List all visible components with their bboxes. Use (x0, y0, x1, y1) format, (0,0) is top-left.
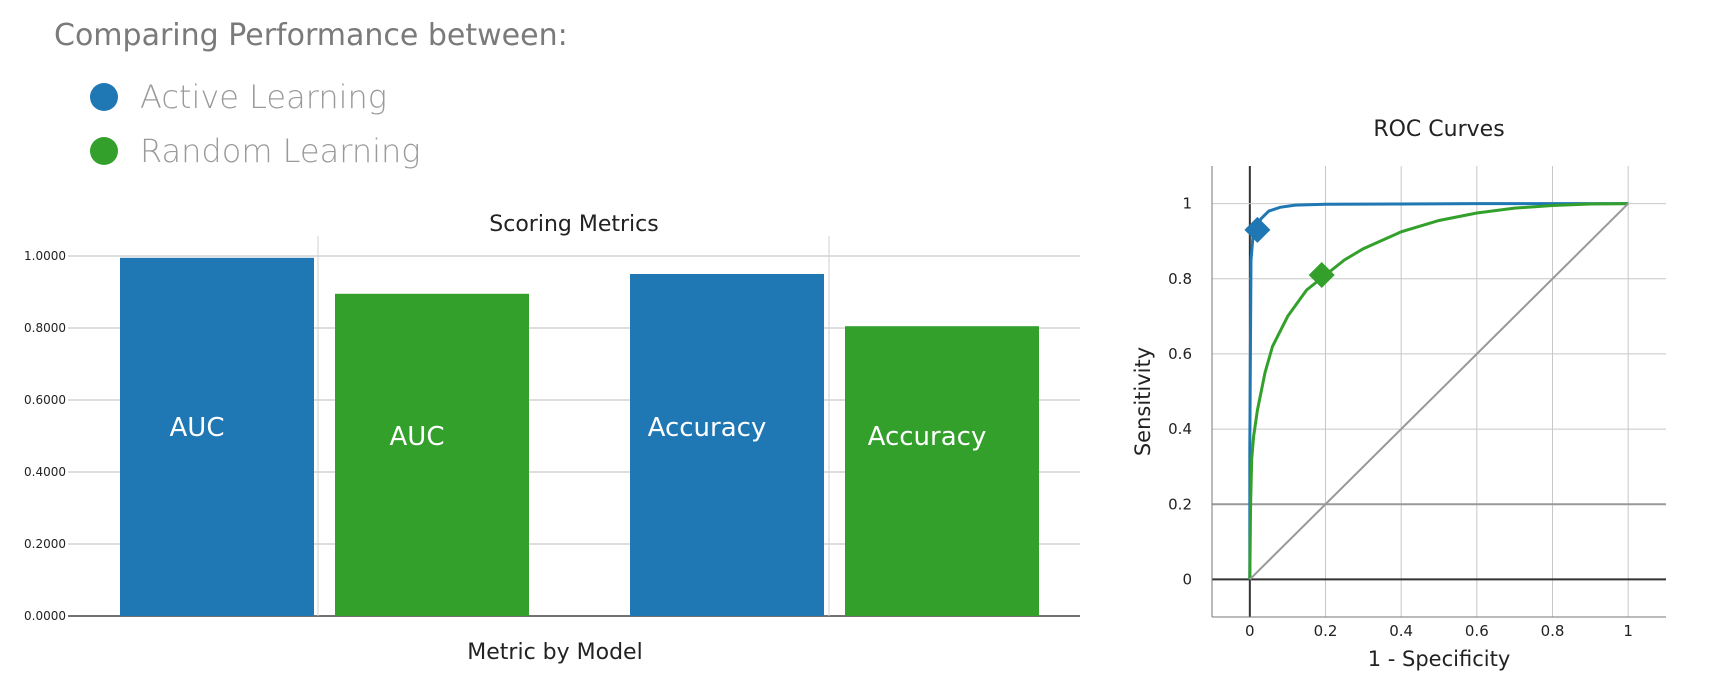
y-tick-label: 0.0000 (24, 609, 66, 623)
operating-point-marker (1308, 261, 1335, 288)
roc-series-line (1249, 202, 1629, 581)
roc-curves-chart: ROC Curves 0 0.2 0.4 0.6 0.8 1 0 0.2 0.4 0.6 0.8 1 1 … (1131, 117, 1666, 671)
bar-label: AUC (170, 413, 225, 443)
y-tick-label: 0.6000 (24, 393, 66, 407)
chart-title: ROC Curves (1373, 117, 1504, 142)
x-axis-title: Metric by Model (467, 640, 642, 665)
bar-label: AUC (390, 422, 445, 452)
x-tick-label: 0.4 (1389, 622, 1413, 640)
bar-label: Accuracy (868, 422, 987, 452)
legend-dot-icon (90, 137, 118, 165)
y-axis-title: Sensitivity (1131, 347, 1155, 456)
y-tick-label: 0.4 (1168, 420, 1192, 438)
page-title: Comparing Performance between: (54, 18, 568, 53)
legend-label: Random Learning (140, 132, 421, 170)
y-tick-label: 0.8 (1168, 270, 1192, 288)
y-tick-label: 0.4000 (24, 465, 66, 479)
chart-title: Scoring Metrics (489, 212, 658, 237)
legend-dot-icon (90, 83, 118, 111)
legend-label: Active Learning (140, 78, 387, 116)
y-tick-label: 1 (1182, 195, 1192, 213)
roc-series-line (1248, 202, 1629, 580)
x-tick-label: 0 (1245, 622, 1255, 640)
x-tick-label: 0.2 (1314, 622, 1338, 640)
scoring-metrics-chart: Scoring Metrics 0.0000 0.2000 0.4000 0.6000 0… (24, 212, 1080, 665)
y-tick-label: 0.8000 (24, 321, 66, 335)
bar (120, 257, 314, 616)
bar (335, 293, 529, 616)
legend-item-active: Active Learning (90, 78, 387, 116)
legend-item-random: Random Learning (90, 132, 420, 170)
x-tick-label: 1 (1623, 622, 1633, 640)
y-tick-label: 0.2 (1168, 495, 1192, 513)
x-axis-title: 1 - Specificity (1368, 647, 1511, 671)
y-tick-label: 1.0000 (24, 249, 66, 263)
x-tick-label: 0.6 (1465, 622, 1489, 640)
bar (845, 326, 1039, 616)
y-tick-label: 0 (1182, 570, 1192, 588)
y-tick-label: 0.2000 (24, 537, 66, 551)
y-tick-label: 0.6 (1168, 345, 1192, 363)
operating-point-marker (1244, 216, 1271, 243)
x-tick-label: 0.8 (1541, 622, 1565, 640)
bar-label: Accuracy (648, 413, 767, 443)
bar (630, 274, 824, 616)
